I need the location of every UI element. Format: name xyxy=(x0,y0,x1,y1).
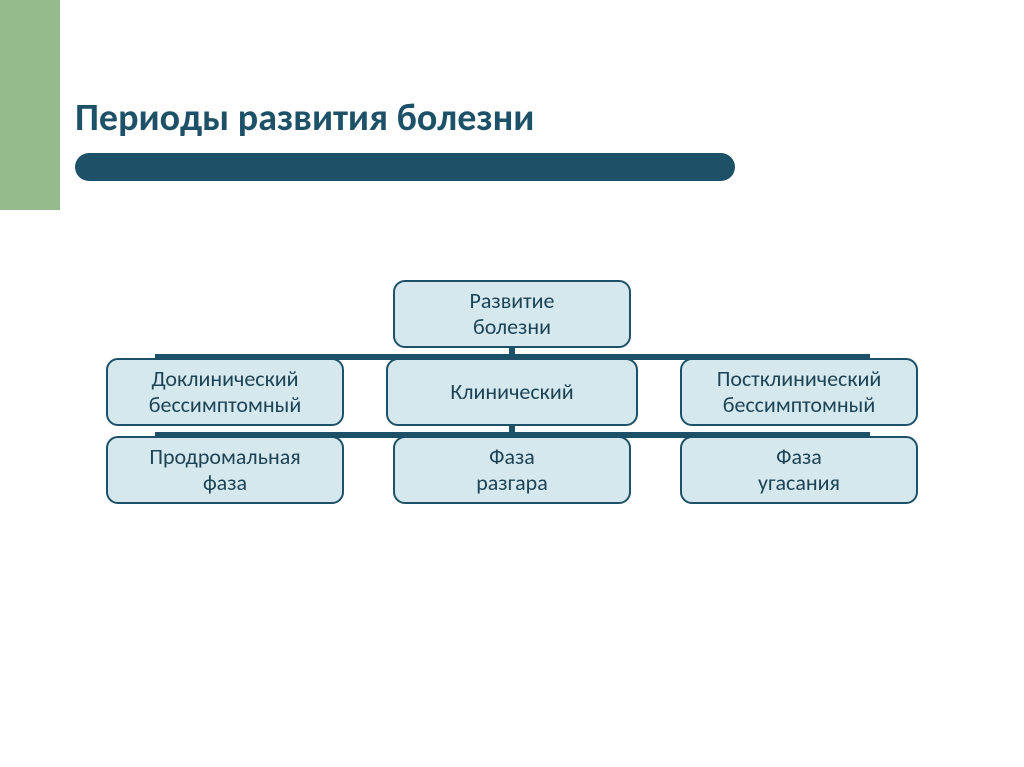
node-preclinical: Доклиническийбессимптомный xyxy=(106,358,344,426)
node-clinical: Клинический xyxy=(386,358,638,426)
node-label: Клинический xyxy=(450,379,573,405)
title-underline xyxy=(75,153,735,181)
node-prodromal: Продромальнаяфаза xyxy=(106,436,344,504)
slide-title: Периоды развития болезни xyxy=(75,95,735,141)
node-postclinical: Постклиническийбессимптомный xyxy=(680,358,918,426)
node-label: Фазаразгара xyxy=(476,444,548,497)
tree-diagram: Развитиеболезни Доклиническийбессимптомн… xyxy=(0,280,1024,680)
title-container: Периоды развития болезни xyxy=(75,95,735,181)
node-peak: Фазаразгара xyxy=(393,436,631,504)
node-label: Развитиеболезни xyxy=(470,288,555,341)
node-decline: Фазаугасания xyxy=(680,436,918,504)
node-root: Развитиеболезни xyxy=(393,280,631,348)
node-label: Фазаугасания xyxy=(758,444,840,497)
corner-decoration xyxy=(0,0,60,210)
node-label: Продромальнаяфаза xyxy=(149,444,300,497)
node-label: Доклиническийбессимптомный xyxy=(149,366,301,419)
node-label: Постклиническийбессимптомный xyxy=(717,366,882,419)
